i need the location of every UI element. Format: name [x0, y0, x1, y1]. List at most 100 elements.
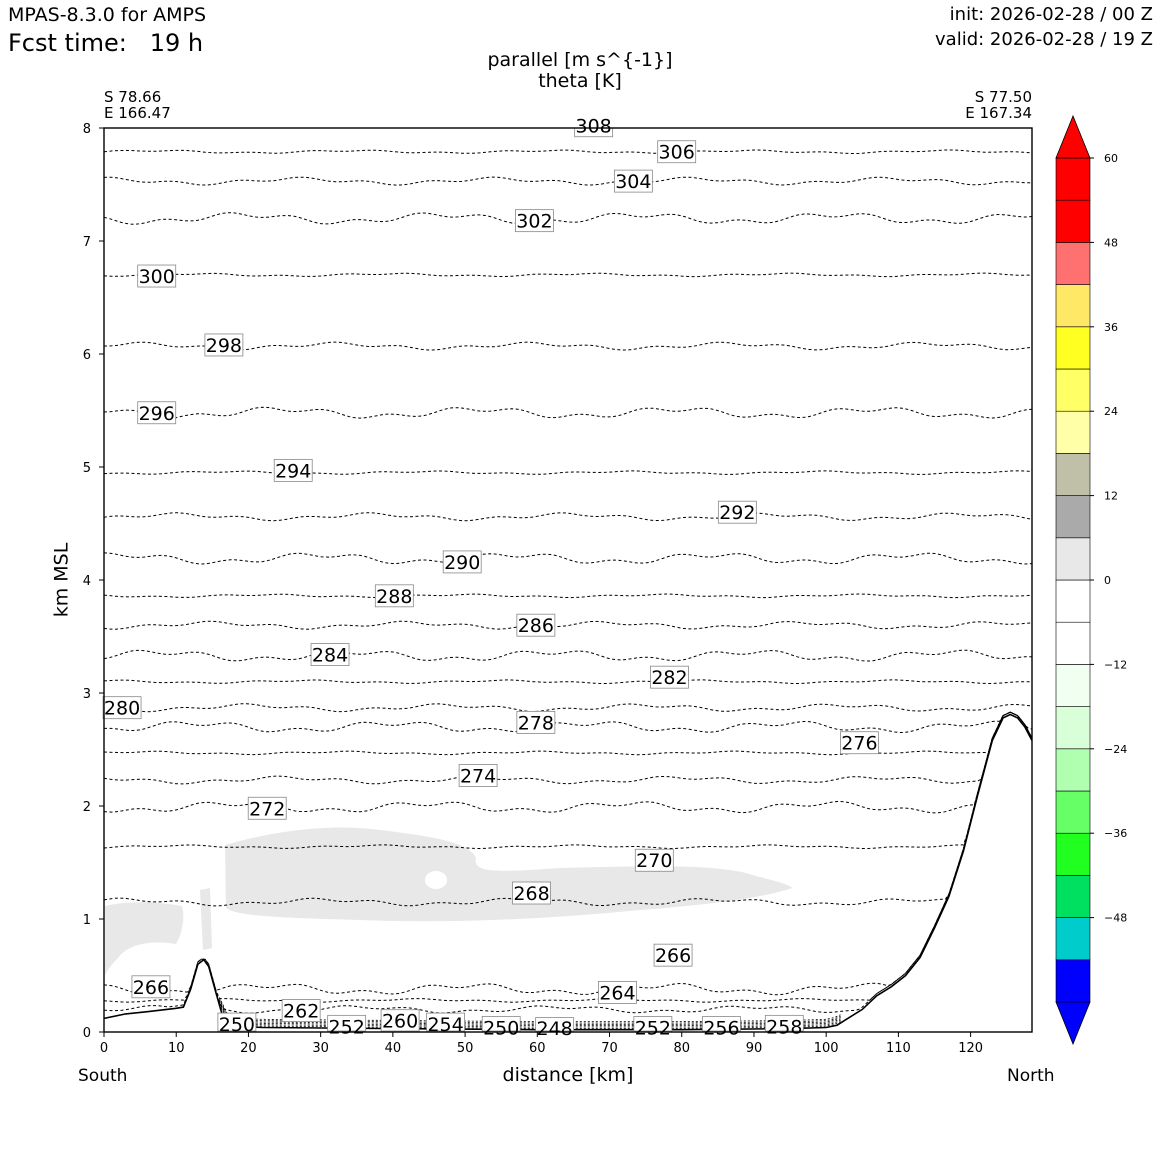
- x-tick-label: 80: [673, 1041, 690, 1056]
- contour-label-text: 298: [206, 335, 242, 357]
- contour-label-box: [634, 848, 674, 872]
- colorbar-swatch: [1055, 875, 1091, 918]
- contour-label-text: 302: [516, 211, 552, 233]
- contour-label-text: 292: [719, 502, 755, 524]
- contour-label: 270: [634, 848, 674, 872]
- contour-label-box: [137, 264, 177, 288]
- contour-label-text: 264: [599, 982, 635, 1004]
- colorbar-swatch: [1055, 917, 1091, 961]
- contour-label-box: [613, 169, 653, 193]
- contour-label-box: [633, 1016, 673, 1032]
- contour-label: 252: [633, 1016, 673, 1039]
- colorbar-swatch: [1055, 242, 1091, 285]
- start-latitude: S 78.66: [104, 88, 162, 106]
- contour-label-box: [650, 665, 689, 689]
- x-tick-label: 100: [814, 1041, 839, 1056]
- x-tick-label: 90: [746, 1041, 763, 1056]
- contour-label-text: 258: [766, 1016, 802, 1038]
- x-tick-label: 120: [958, 1041, 983, 1056]
- model-title: MPAS-8.3.0 for AMPS: [8, 4, 207, 26]
- colorbar-swatch: [1055, 284, 1091, 328]
- contour-label-text: 290: [444, 552, 480, 574]
- contour-label-box: [839, 731, 879, 755]
- x-axis-label: distance [km]: [502, 1064, 634, 1086]
- contour-label-text: 296: [139, 403, 175, 425]
- colorbar-swatch: [1055, 326, 1091, 370]
- colorbar-tick-label: −12: [1104, 658, 1127, 671]
- colorbar-swatch: [1055, 453, 1091, 496]
- contour-label-text: 272: [249, 798, 285, 820]
- south-label: South: [78, 1066, 128, 1086]
- theta-contour: [103, 711, 1033, 814]
- contour-label-text: 260: [382, 1011, 418, 1033]
- y-tick-label: 4: [83, 574, 91, 589]
- theta-contour: [103, 512, 1033, 522]
- contour-label: 278: [516, 710, 556, 734]
- contour-label-box: [131, 975, 171, 999]
- contour-label-box: [442, 550, 482, 574]
- contour-label-text: 308: [576, 116, 612, 138]
- theta-contour: [103, 711, 1033, 1014]
- contour-label: 264: [598, 981, 637, 1004]
- contour-label: 298: [204, 333, 244, 357]
- contour-label-text: 250: [483, 1017, 519, 1039]
- colorbar-tick-label: 48: [1104, 236, 1118, 249]
- contour-label-box: [204, 333, 244, 357]
- contour-label: 302: [515, 209, 554, 233]
- colorbar-swatch: [1055, 748, 1091, 792]
- colorbar-swatch: [1055, 790, 1091, 834]
- end-longitude: E 167.34: [965, 104, 1032, 122]
- terrain-fill: [104, 714, 1032, 1032]
- colorbar-tick-label: 60: [1104, 152, 1118, 165]
- contour-label: 296: [137, 401, 177, 425]
- contour-label-box: [380, 1009, 420, 1032]
- x-tick-label: 40: [385, 1041, 402, 1056]
- colorbar-swatch: [1055, 495, 1091, 539]
- x-tick-label: 60: [529, 1041, 546, 1056]
- contour-label: 254: [426, 1012, 465, 1036]
- contour-label-box: [702, 1016, 741, 1032]
- fill-field-title: parallel [m s^{-1}]: [487, 49, 673, 71]
- x-tick-label: 110: [886, 1041, 911, 1056]
- colorbar-tick-label: −24: [1104, 743, 1127, 756]
- theta-contour: [103, 176, 1033, 186]
- contour-label-text: 266: [133, 977, 169, 999]
- contour-label: 266: [131, 975, 171, 999]
- contour-label-box: [102, 696, 142, 720]
- contour-label: 306: [657, 140, 697, 164]
- contour-label: 300: [137, 264, 177, 288]
- contour-label-box: [273, 458, 313, 482]
- contour-label-text: 282: [651, 667, 687, 689]
- colorbar-swatch: [1055, 664, 1091, 707]
- contour-label-box: [247, 796, 287, 820]
- contour-label-text: 286: [518, 615, 554, 637]
- colorbar-swatch: [1055, 157, 1091, 201]
- contour-label-box: [374, 584, 414, 608]
- theta-contour: [103, 711, 1033, 734]
- x-tick-label: 70: [601, 1041, 618, 1056]
- x-tick-label: 20: [240, 1041, 257, 1056]
- contour-label-text: 276: [841, 733, 877, 755]
- x-tick-label: 10: [168, 1041, 185, 1056]
- contour-label: 260: [380, 1009, 420, 1033]
- colorbar-swatch: [1055, 579, 1091, 623]
- theta-contour: [104, 341, 1033, 351]
- contour-label-text: 268: [513, 883, 549, 905]
- contour-label-text: 274: [460, 765, 496, 787]
- contour-label: 292: [717, 500, 757, 524]
- colorbar-max-arrow: [1055, 114, 1091, 159]
- contour-label-box: [217, 1012, 257, 1032]
- contour-label-text: 306: [659, 142, 695, 164]
- wind-fill-hole: [425, 871, 447, 889]
- contour-field-title: theta [K]: [538, 70, 622, 92]
- colorbar-swatch: [1055, 199, 1091, 243]
- contour-label-box: [481, 1016, 521, 1032]
- contour-label-text: 254: [427, 1014, 463, 1036]
- init-time: init: 2026-02-28 / 00 Z: [949, 4, 1153, 25]
- wind-fill-region: [225, 827, 792, 922]
- contour-label-box: [764, 1014, 804, 1032]
- valid-time: valid: 2026-02-28 / 19 Z: [935, 29, 1153, 50]
- contour-label: 268: [512, 881, 551, 905]
- contour-label-text: 304: [615, 171, 651, 193]
- theta-contour: [103, 552, 1033, 565]
